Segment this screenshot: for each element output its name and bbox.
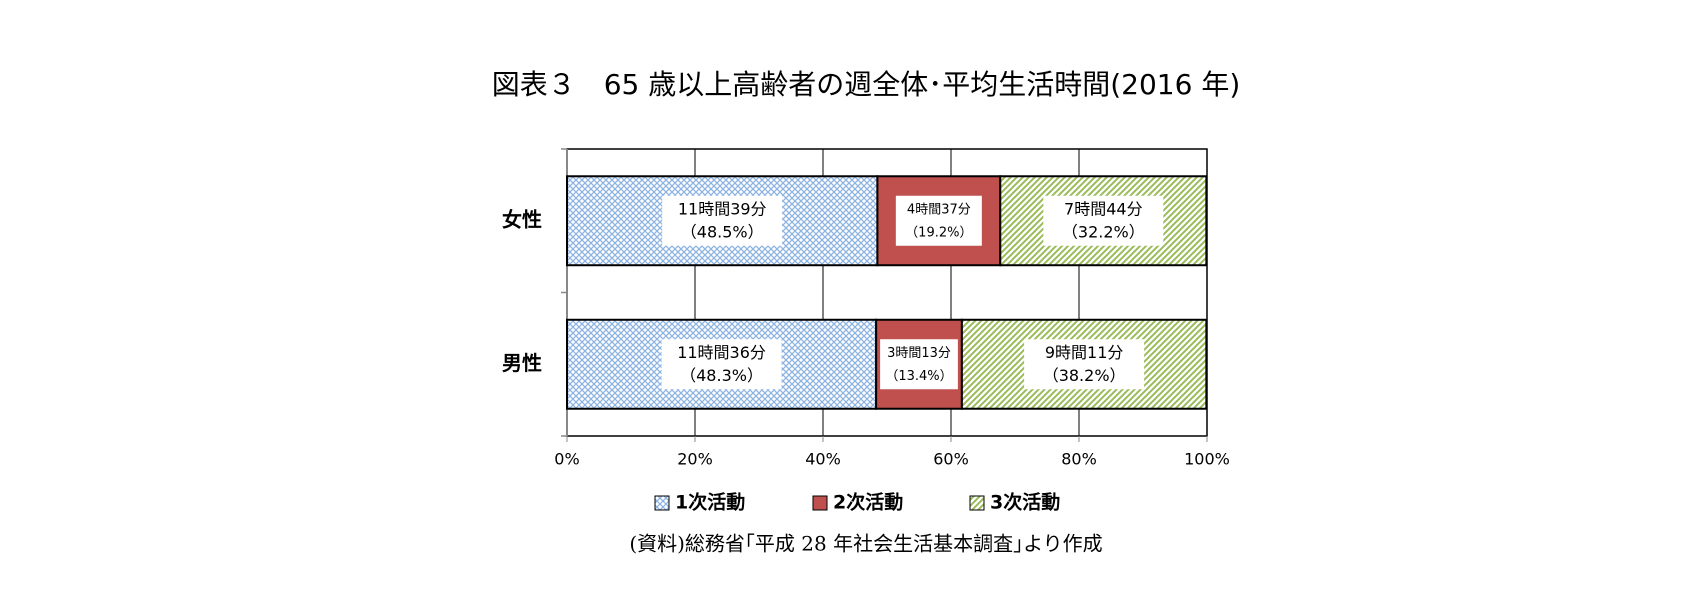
- x-tick-label: 80%: [1061, 450, 1097, 469]
- label-box: [662, 195, 783, 246]
- source-note: (資料)総務省｢平成 28 年社会生活基本調査｣より作成: [629, 532, 1102, 556]
- label-box: [880, 339, 958, 390]
- data-label: （32.2%）: [1062, 222, 1145, 241]
- chart-title: 図表３ 65 歳以上高齢者の週全体･平均生活時間(2016 年): [492, 68, 1241, 101]
- data-label: （13.4%）: [885, 369, 952, 384]
- x-tick-label: 20%: [677, 450, 713, 469]
- y-tick-label: 男性: [502, 351, 542, 375]
- data-label: （48.3%）: [680, 366, 763, 385]
- legend-swatch: [654, 495, 670, 511]
- data-label: （19.2%）: [905, 225, 972, 240]
- data-label: 3時間13分: [887, 346, 951, 361]
- data-label: （38.2%）: [1043, 366, 1126, 385]
- label-box: [1043, 195, 1164, 246]
- legend-swatch: [812, 495, 828, 511]
- x-tick-label: 0%: [554, 450, 579, 469]
- x-tick-label: 100%: [1184, 450, 1230, 469]
- label-box: [1024, 339, 1145, 390]
- legend-label: 3次活動: [990, 491, 1060, 514]
- data-label: 7時間44分: [1064, 199, 1143, 218]
- x-tick-label: 40%: [805, 450, 841, 469]
- data-label: 9時間11分: [1045, 343, 1124, 362]
- data-label: 11時間36分: [677, 343, 766, 362]
- data-label: （48.5%）: [681, 222, 764, 241]
- data-label: 4時間37分: [907, 202, 971, 217]
- legend-label: 1次活動: [675, 491, 745, 514]
- label-box: [661, 339, 782, 390]
- legend-swatch: [969, 495, 985, 511]
- y-tick-label: 女性: [502, 207, 542, 231]
- data-label: 11時間39分: [678, 199, 767, 218]
- label-box: [895, 195, 982, 246]
- x-tick-label: 60%: [933, 450, 969, 469]
- legend-label: 2次活動: [833, 491, 903, 514]
